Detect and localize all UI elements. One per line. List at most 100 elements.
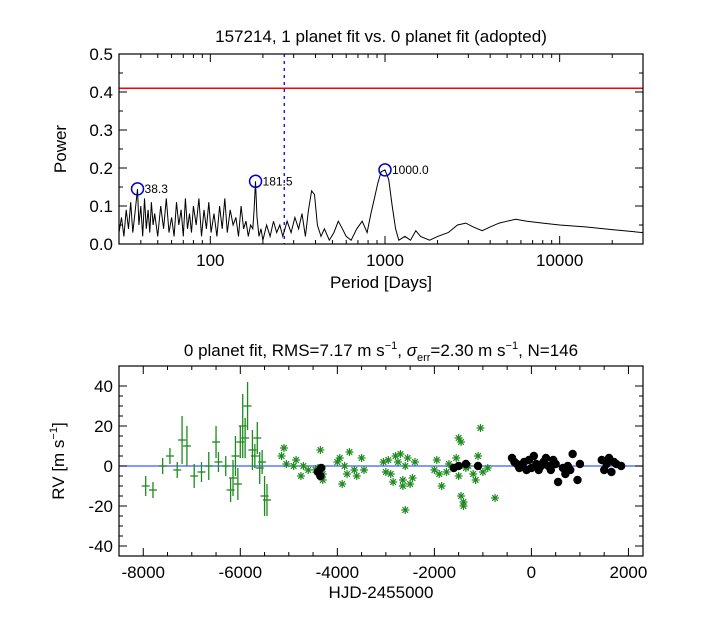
x-tick-label: 10000 [536,251,583,270]
rv-black-point [541,453,551,463]
rv-asterisk-point [352,472,361,480]
rv-black-point [607,467,616,477]
rv-asterisk-point [279,444,288,452]
periodogram-xlabel: Period [Days] [330,273,432,292]
x-tick-label: -2000 [413,563,456,582]
rv-ylabel-close: ] [49,422,68,427]
rv-asterisk-point [474,452,483,460]
rv-asterisk-point [401,462,410,470]
rv-asterisk-point [408,474,417,482]
x-tick-label: -4000 [316,563,359,582]
rv-asterisk-point [345,448,354,456]
rv-asterisk-point [454,472,463,480]
rv-title-end: , N=146 [518,341,578,360]
rv-asterisk-point [491,494,500,502]
rv-asterisk-point [401,506,410,514]
rv-asterisk-point [296,472,305,480]
rv-black-point [551,459,560,469]
rv-errorbar-point [141,476,150,496]
periodogram-ylabel: Power [51,125,70,174]
peak-label: 1000.0 [392,163,429,177]
y-tick-label: -20 [88,497,113,516]
peak-marker [248,174,263,189]
rv-title-mid: =2.30 m s [430,341,505,360]
rv-asterisk-point [393,458,402,466]
rv-asterisk-point [357,454,366,462]
x-tick-label: -6000 [219,563,262,582]
rv-errorbar-point [253,422,262,454]
rv-black-point [461,459,471,469]
y-tick-label: 0.1 [89,197,113,216]
rv-asterisk-point [437,482,446,490]
rv-ylabel-main: RV [m s [49,440,68,500]
rv-title: 0 planet fit, RMS=7.17 m s−1, σerr=2.30 … [184,340,578,364]
rv-black-point [575,459,585,469]
x-tick-label: 1000 [366,251,404,270]
rv-asterisk-point [398,482,407,490]
rv-asterisk-point [335,454,344,462]
rv-asterisk-point [343,470,352,478]
rv-asterisk-point [396,450,405,458]
y-tick-label: 0.5 [89,45,113,64]
rv-asterisk-point [299,462,308,470]
rv-black-point [573,475,582,485]
rv-asterisk-point [457,438,466,446]
rv-errorbar-point [204,452,213,480]
rv-asterisk-point [471,476,480,484]
rv-asterisk-point [304,466,313,474]
rv-title-exp2: −1 [506,340,519,352]
rv-errorbar-point [241,418,250,458]
periodogram-line [118,169,644,242]
rv-asterisk-point [435,470,444,478]
rv-black-point [553,477,563,487]
rv-errorbar-point [148,482,157,498]
rv-asterisk-point [469,470,478,478]
rv-asterisk-point [478,468,487,476]
rv-black-point [529,451,539,461]
rv-errorbar-point [178,416,187,464]
rv-asterisk-point [316,446,325,454]
rv-errorbar-point [231,436,240,476]
rv-asterisk-point [386,470,395,478]
rv-errorbar-point [197,462,206,482]
rv-errorbar-point [190,464,199,488]
rv-asterisk-point [282,460,291,468]
y-tick-label: 0 [104,457,113,476]
rv-asterisk-point [476,424,485,432]
rv-errorbar-point [214,452,223,472]
rv-black-point [566,465,575,475]
peak-label: 38.3 [145,182,169,196]
rv-asterisk-point [389,478,398,486]
rv-asterisk-point [360,466,369,474]
y-tick-label: -40 [88,537,113,556]
rv-errorbar-point [258,450,267,474]
rv-asterisk-point [457,492,466,500]
y-tick-label: 20 [94,417,113,436]
rv-errorbar-point [229,460,238,496]
rv-errorbar-point [212,426,221,458]
rv-asterisk-point [410,458,419,466]
rv-errorbar-point [243,382,252,430]
rv-title-main: 0 planet fit, RMS=7.17 m s [184,341,385,360]
y-tick-label: 40 [94,377,113,396]
rv-title-sub: err [417,352,431,364]
rv-asterisk-point [350,466,359,474]
rv-frame [118,365,644,557]
rv-errorbar-point [173,462,182,478]
rv-asterisk-point [459,502,468,510]
rv-asterisk-point [384,456,393,464]
rv-ylabel: RV [m s−1] [48,422,68,499]
rv-black-point [473,461,483,471]
y-tick-label: 0.2 [89,159,113,178]
x-tick-label: -8000 [122,563,165,582]
rv-asterisk-point [452,454,461,462]
peak-marker [130,182,145,196]
rv-asterisk-point [406,480,415,488]
rv-xlabel: HJD-2455000 [329,583,434,602]
peak-marker [378,163,392,177]
rv-black-point [317,463,326,473]
x-tick-label: 2000 [610,563,648,582]
rv-asterisk-point [277,452,286,460]
rv-panel: 0 planet fit, RMS=7.17 m s−1, σerr=2.30 … [48,340,647,602]
